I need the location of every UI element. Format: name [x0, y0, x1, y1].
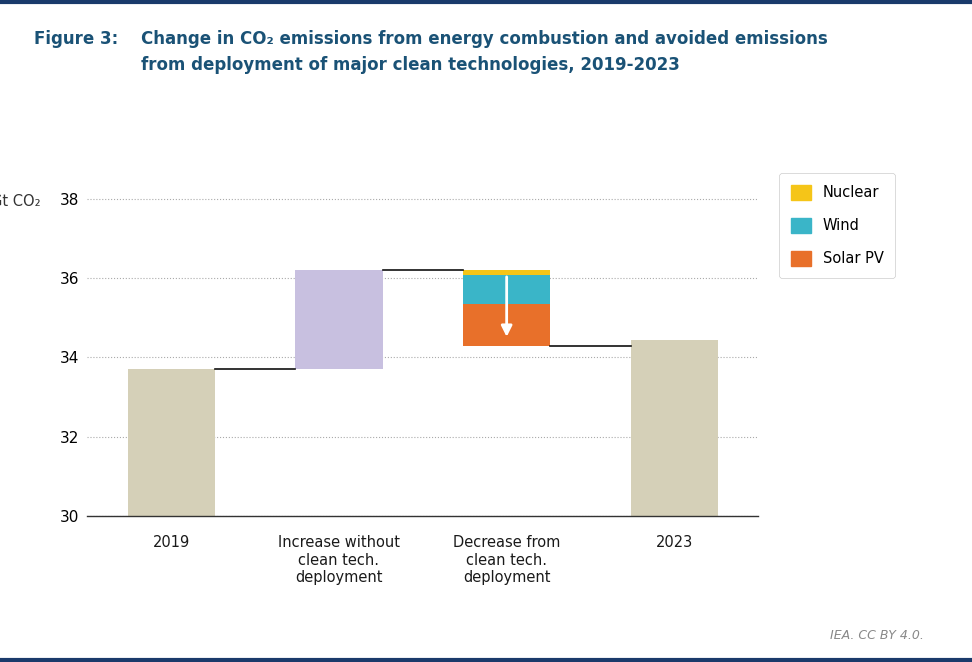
Bar [463, 275, 550, 304]
Bar [463, 270, 550, 275]
Text: Change in CO₂ emissions from energy combustion and avoided emissions: Change in CO₂ emissions from energy comb… [141, 30, 828, 48]
Bar [127, 369, 215, 516]
Bar [463, 304, 550, 346]
Bar [631, 340, 718, 516]
Bar [295, 270, 383, 369]
Text: Figure 3:: Figure 3: [34, 30, 119, 48]
Text: IEA. CC BY 4.0.: IEA. CC BY 4.0. [829, 629, 923, 642]
Y-axis label: Gt CO₂: Gt CO₂ [0, 194, 41, 209]
Text: from deployment of major clean technologies, 2019-2023: from deployment of major clean technolog… [141, 56, 679, 73]
Legend: Nuclear, Wind, Solar PV: Nuclear, Wind, Solar PV [779, 173, 895, 278]
